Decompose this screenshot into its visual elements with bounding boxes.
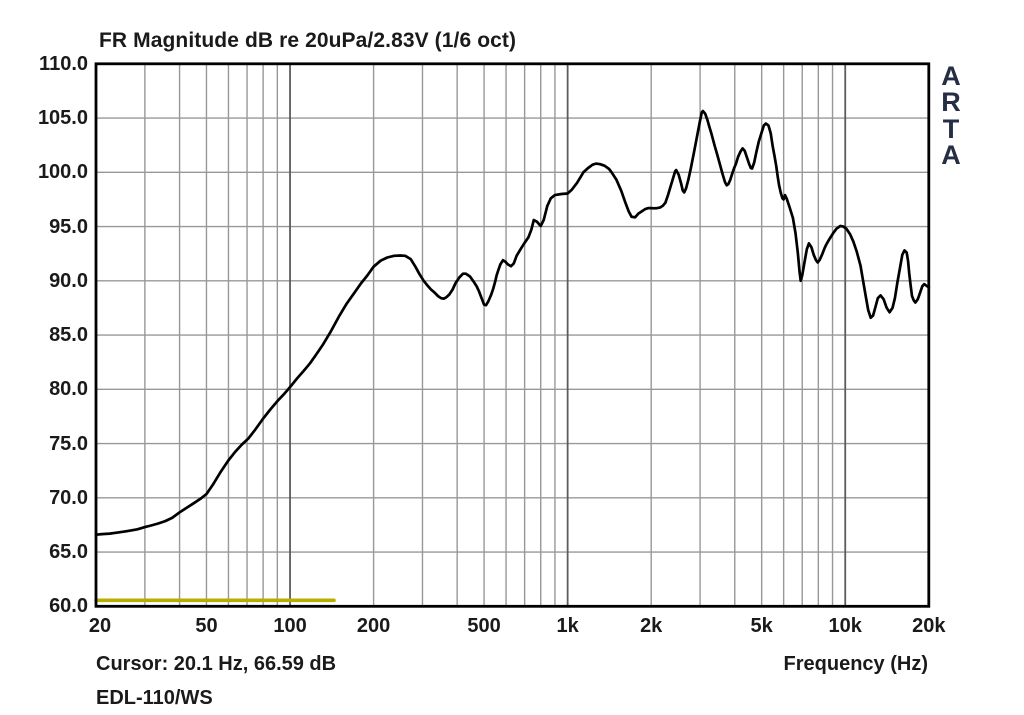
y-tick-label: 65.0 <box>49 541 88 564</box>
frequency-response-curve <box>94 109 931 537</box>
chart-title: FR Magnitude dB re 20uPa/2.83V (1/6 oct) <box>99 29 517 52</box>
y-tick-label: 95.0 <box>49 215 88 238</box>
y-tick-label: 60.0 <box>49 595 88 618</box>
y-tick-label: 105.0 <box>37 107 88 130</box>
y-tick-label: 100.0 <box>37 161 88 184</box>
x-tick-label: 50 <box>195 615 218 637</box>
y-tick-label: 75.0 <box>49 432 88 455</box>
y-tick-label: 90.0 <box>49 269 88 292</box>
arta-logo-text: ARTA <box>941 61 961 170</box>
device-name-label: EDL-110/WS <box>96 687 213 709</box>
x-tick-label: 500 <box>467 615 501 637</box>
y-tick-label: 70.0 <box>49 486 88 509</box>
y-tick-label: 85.0 <box>49 324 88 347</box>
x-tick-label: 200 <box>356 615 391 637</box>
y-tick-label: 110.0 <box>39 52 88 75</box>
x-axis-title: Frequency (Hz) <box>783 653 928 675</box>
x-tick-label: 5k <box>750 615 773 637</box>
x-tick-label: 20k <box>912 615 946 637</box>
x-tick-label: 10k <box>828 615 862 637</box>
x-tick-label: 2k <box>640 615 663 637</box>
x-tick-label: 1k <box>556 615 579 637</box>
cursor-readout: Cursor: 20.1 Hz, 66.59 dB <box>96 653 337 675</box>
x-tick-label: 100 <box>273 615 307 637</box>
x-tick-label: 20 <box>88 615 112 637</box>
plot-frame <box>94 62 931 608</box>
y-tick-label: 80.0 <box>49 378 88 401</box>
